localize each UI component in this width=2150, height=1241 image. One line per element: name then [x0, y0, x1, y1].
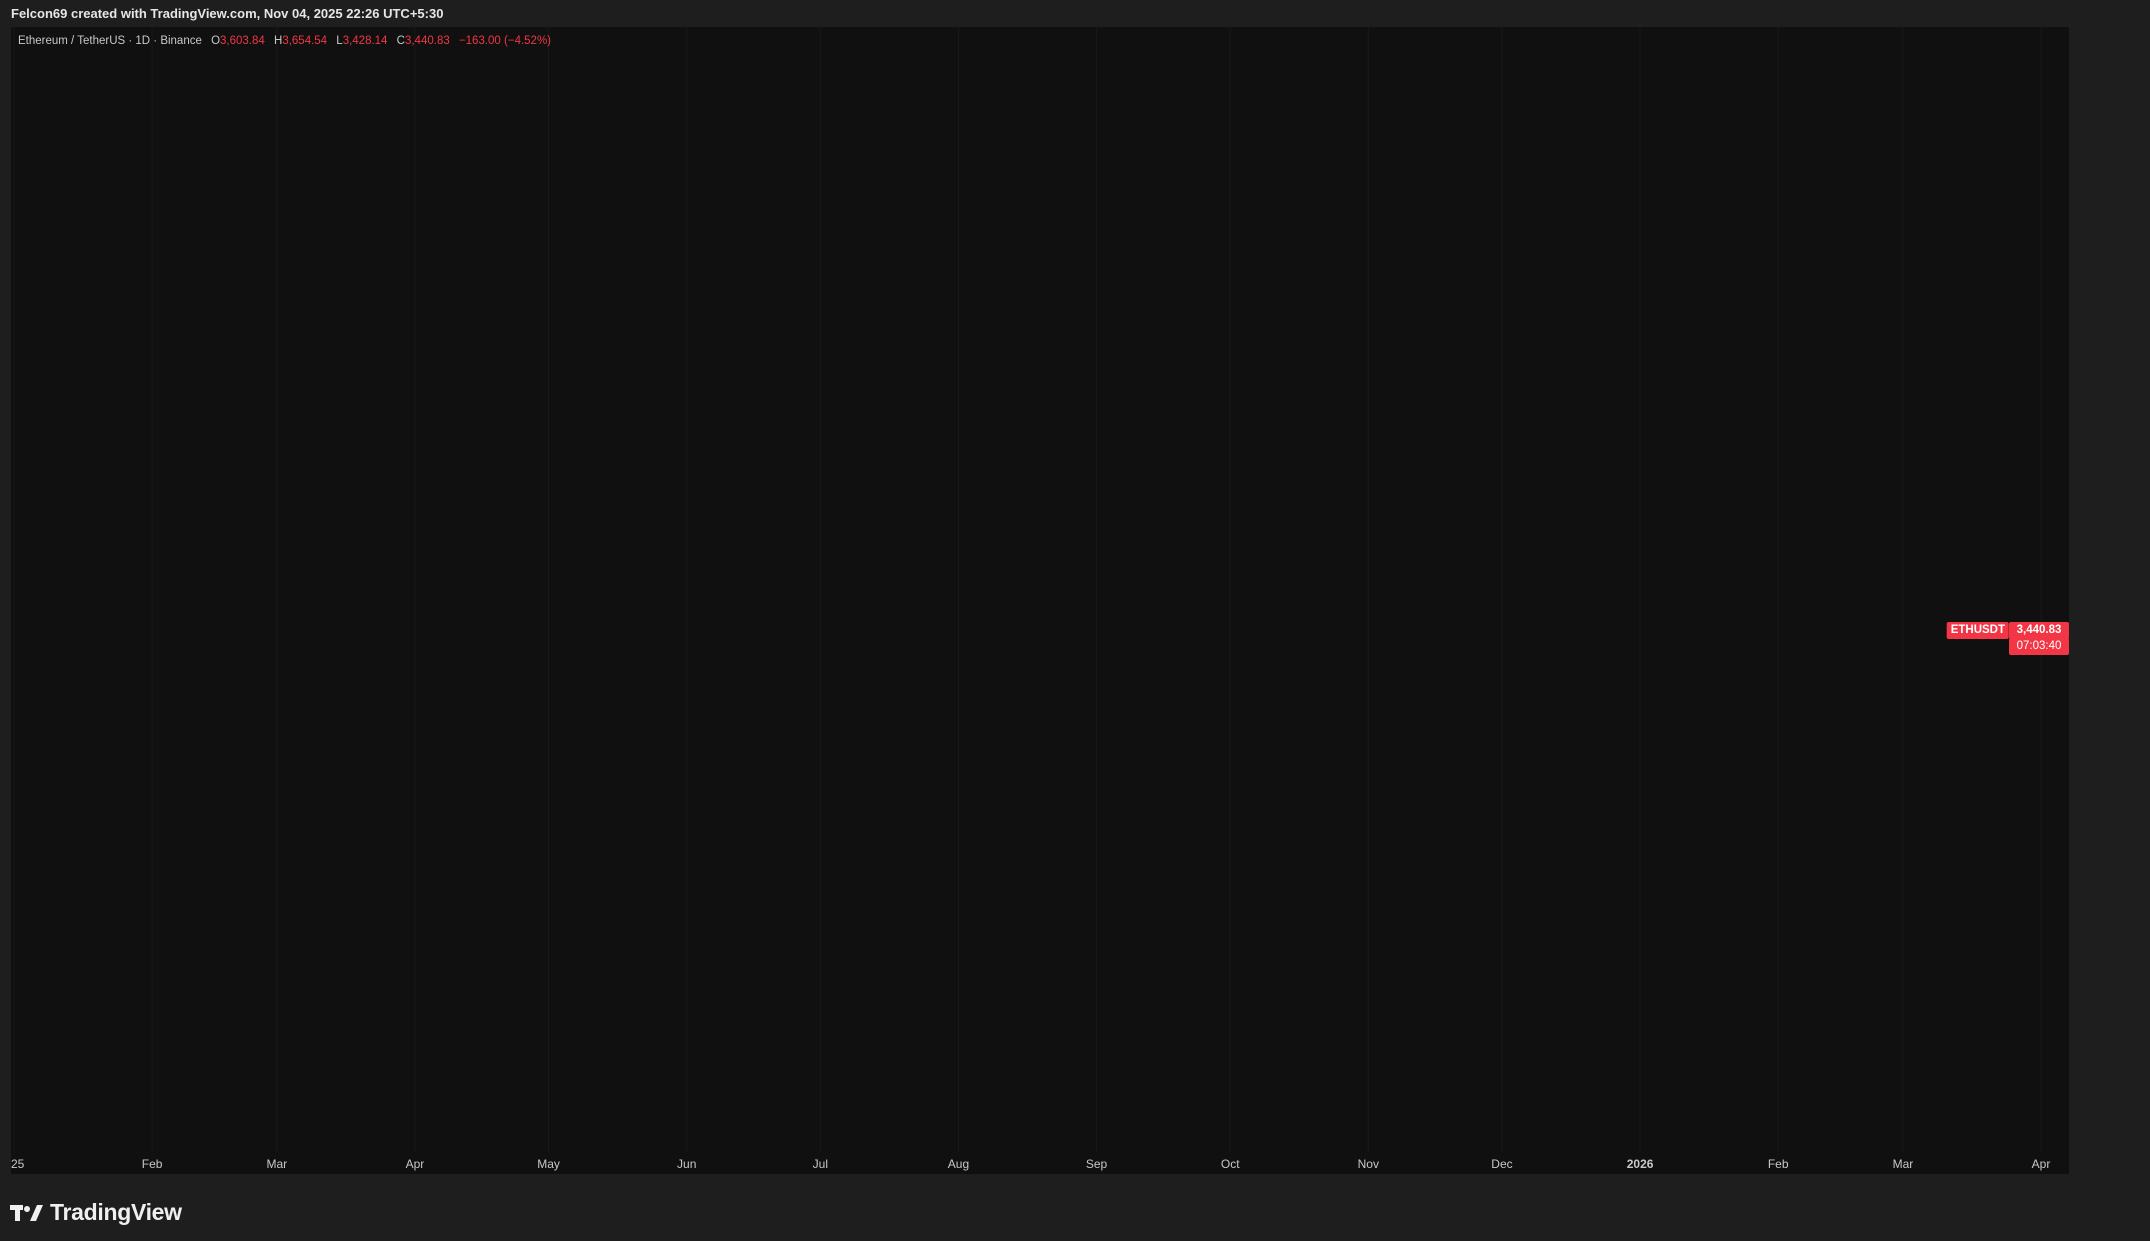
x-tick-label: Feb: [142, 1157, 163, 1171]
legend-change: −163.00 (−4.52%): [458, 35, 552, 47]
top-bar: Felcon69 created with TradingView.com, N…: [0, 0, 2150, 27]
x-tick-label: Apr: [2032, 1157, 2051, 1171]
legend-close-label: C: [396, 35, 405, 47]
x-tick-label: Aug: [948, 1157, 969, 1171]
x-tick-label: May: [537, 1157, 560, 1171]
legend-high-value: 3,654.54: [282, 35, 328, 47]
plot-background: [11, 27, 2069, 1174]
x-tick-label: Jul: [813, 1157, 828, 1171]
time-axis[interactable]: 25 Feb Mar Apr May Jun Jul Aug Sep Oct Nov Dec 2026 F…: [11, 1157, 2050, 1171]
chart-area[interactable]: 25 Feb Mar Apr May Jun Jul Aug Sep Oct Nov Dec 2026 F…: [11, 27, 2069, 1174]
tradingview-logo-text: TradingView: [50, 1199, 182, 1225]
legend-close-value: 3,440.83: [404, 35, 450, 47]
x-tick-label: Sep: [1086, 1157, 1108, 1171]
chart-svg[interactable]: 25 Feb Mar Apr May Jun Jul Aug Sep Oct Nov Dec 2026 F…: [11, 27, 2069, 1174]
x-tick-label: Jun: [677, 1157, 696, 1171]
x-tick-label: Mar: [267, 1157, 288, 1171]
legend-low-value: 3,428.14: [342, 35, 388, 47]
x-tick-label: 2026: [1627, 1157, 1654, 1171]
x-tick-label: Nov: [1358, 1157, 1379, 1171]
ohlc-legend: Ethereum / TetherUS · 1D · Binance O3,60…: [18, 35, 551, 47]
symbol-tag: ETHUSDT: [1946, 622, 2009, 639]
tradingview-logo-icon: [10, 1204, 43, 1221]
tradingview-logo[interactable]: TradingView: [10, 1199, 182, 1226]
x-tick-label: Mar: [1893, 1157, 1914, 1171]
x-tick-label: Oct: [1221, 1157, 1240, 1171]
legend-low-label: L: [336, 35, 343, 47]
legend-open-value: 3,603.84: [220, 35, 265, 47]
legend-symbol: Ethereum / TetherUS · 1D · Binance: [18, 35, 202, 47]
x-tick-label: Feb: [1768, 1157, 1789, 1171]
x-tick-label: Apr: [406, 1157, 425, 1171]
countdown-tag: 07:03:40: [2009, 638, 2069, 655]
legend-high-label: H: [274, 35, 283, 47]
footer-bar: [0, 1190, 2150, 1241]
last-price-tag: 3,440.83: [2009, 622, 2069, 639]
x-tick-label: Dec: [1491, 1157, 1512, 1171]
credit-text: Felcon69 created with TradingView.com, N…: [11, 6, 444, 21]
x-tick-label: 25: [11, 1157, 25, 1171]
legend-open-label: O: [211, 35, 221, 47]
